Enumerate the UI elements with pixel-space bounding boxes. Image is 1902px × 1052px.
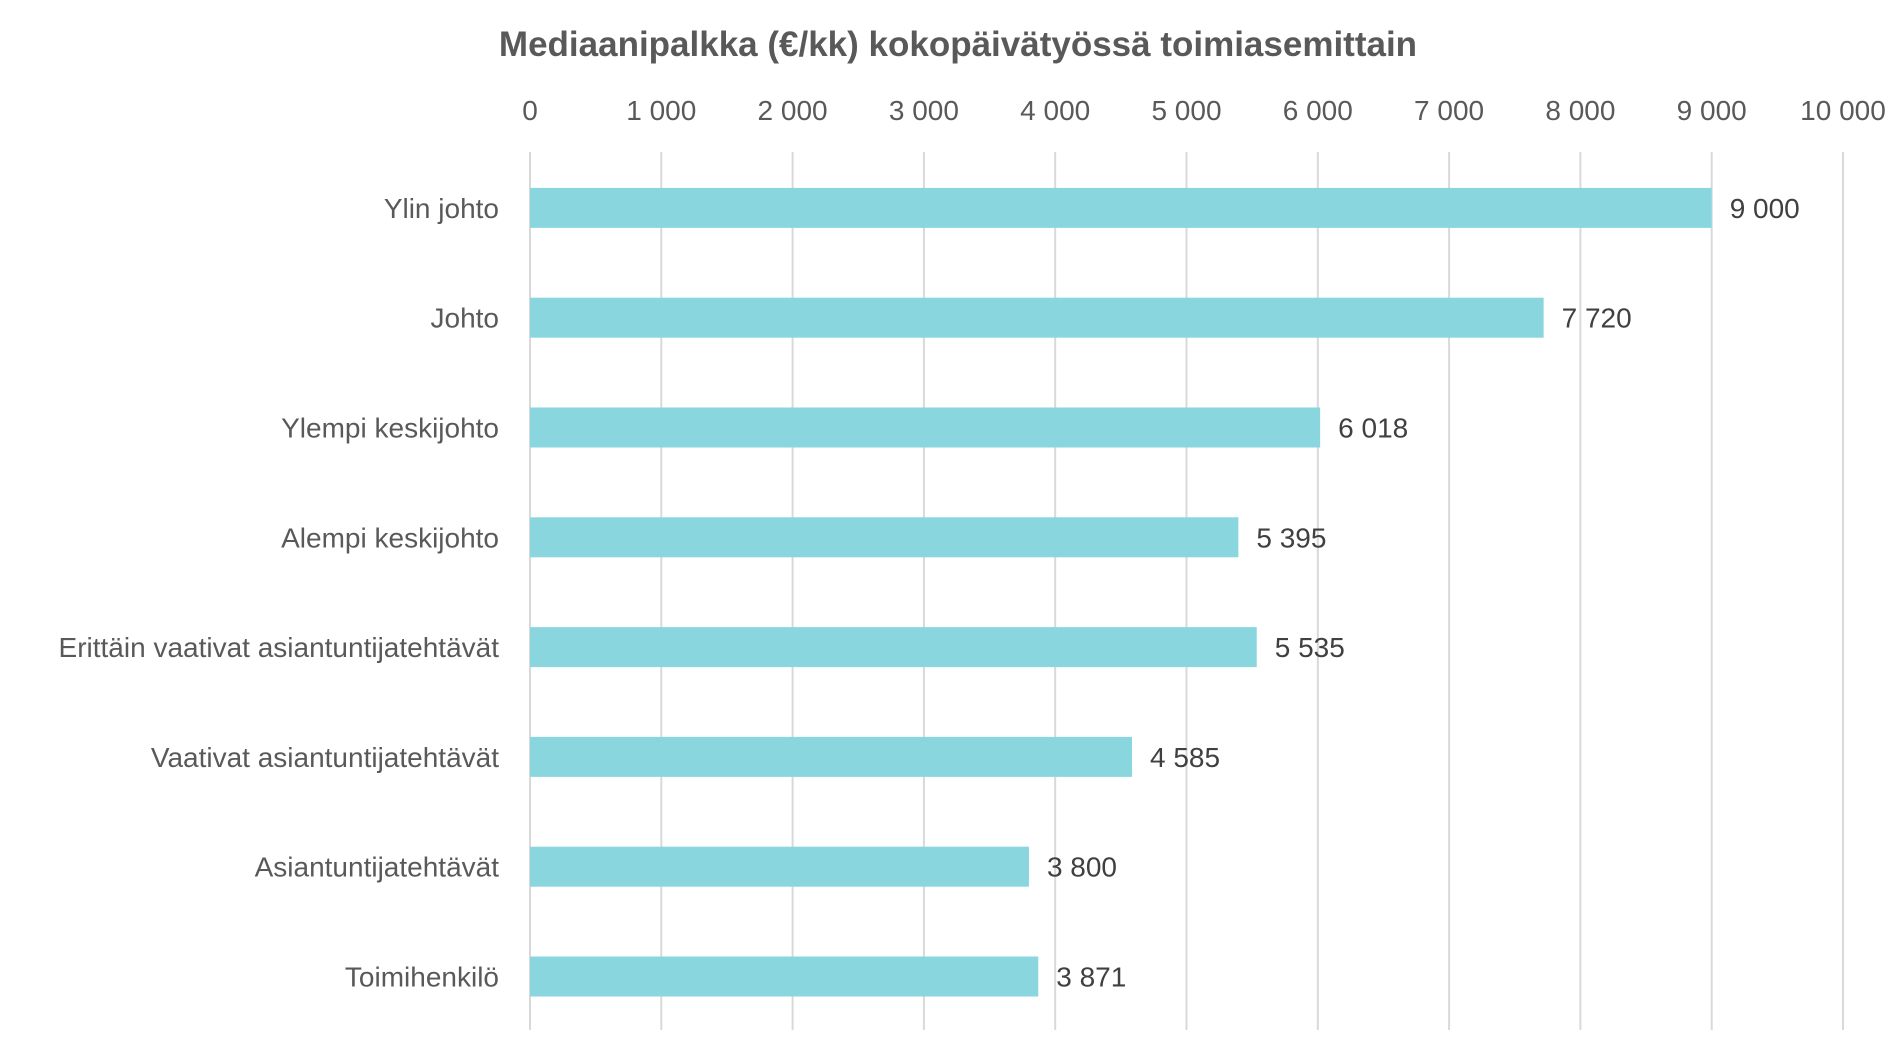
bar <box>530 407 1321 448</box>
data-label: 5 395 <box>1256 522 1326 553</box>
bar <box>530 736 1133 777</box>
x-tick-label: 10 000 <box>1800 95 1886 126</box>
category-label: Ylin johto <box>384 193 499 224</box>
category-labels: Ylin johto Johto Ylempi keskijohto Alempi k… <box>59 193 500 993</box>
x-axis-ticks: 0 1 000 2 000 3 000 4 000 5 000 6 000 7 000 8 00… <box>522 95 1886 126</box>
data-labels: 9 000 7 720 6 018 5 395 5 535 4 585 3 800 3 871 <box>1047 193 1800 993</box>
bars <box>530 187 1712 997</box>
bar <box>530 627 1257 668</box>
data-label: 7 720 <box>1562 303 1632 334</box>
chart-title: Mediaanipalkka (€/kk) kokopäivätyössä to… <box>499 25 1417 64</box>
x-tick-label: 8 000 <box>1545 95 1615 126</box>
data-label: 3 871 <box>1056 962 1126 993</box>
x-tick-label: 3 000 <box>889 95 959 126</box>
category-label: Asiantuntijatehtävät <box>255 852 500 883</box>
category-label: Ylempi keskijohto <box>281 413 499 444</box>
category-label: Toimihenkilö <box>345 962 499 993</box>
data-label: 5 535 <box>1275 632 1345 663</box>
bar <box>530 517 1239 558</box>
x-tick-label: 5 000 <box>1151 95 1221 126</box>
data-label: 6 018 <box>1338 413 1408 444</box>
data-label: 9 000 <box>1730 193 1800 224</box>
x-tick-label: 2 000 <box>758 95 828 126</box>
x-tick-label: 4 000 <box>1020 95 1090 126</box>
category-label: Erittäin vaativat asiantuntijatehtävät <box>59 632 500 663</box>
x-tick-label: 1 000 <box>626 95 696 126</box>
x-tick-label: 6 000 <box>1283 95 1353 126</box>
x-tick-label: 0 <box>522 95 538 126</box>
bar <box>530 297 1544 338</box>
category-label: Alempi keskijohto <box>281 522 499 553</box>
bar <box>530 956 1039 997</box>
x-tick-label: 7 000 <box>1414 95 1484 126</box>
bar <box>530 187 1712 228</box>
category-label: Johto <box>431 303 500 334</box>
gridlines <box>529 152 1844 1030</box>
data-label: 4 585 <box>1150 742 1220 773</box>
data-label: 3 800 <box>1047 852 1117 883</box>
bar <box>530 846 1029 887</box>
x-tick-label: 9 000 <box>1677 95 1747 126</box>
category-label: Vaativat asiantuntijatehtävät <box>151 742 499 773</box>
